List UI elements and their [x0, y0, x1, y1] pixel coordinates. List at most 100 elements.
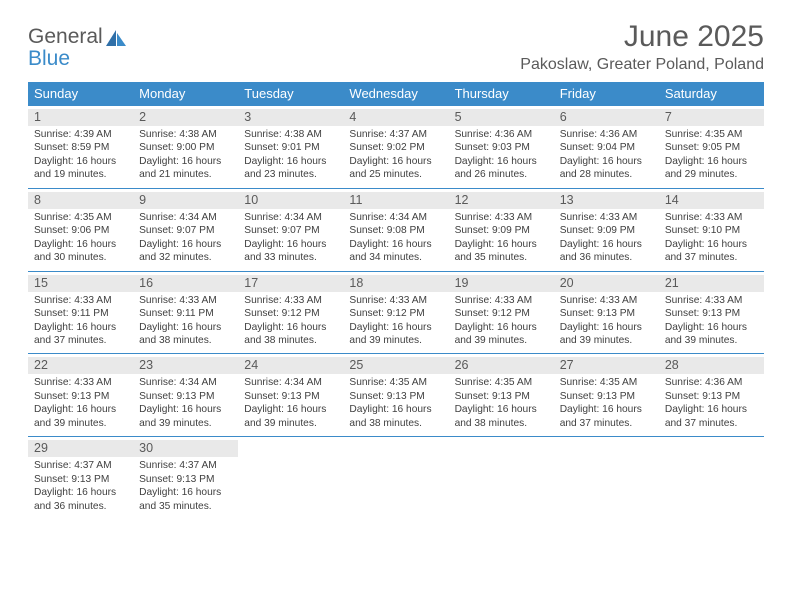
logo: General Blue	[28, 20, 127, 70]
day-number: 21	[659, 275, 764, 292]
title-block: June 2025 Pakoslaw, Greater Poland, Pola…	[520, 20, 764, 74]
day-number: 16	[133, 275, 238, 292]
day-number: 25	[343, 357, 448, 374]
day-info: Sunrise: 4:33 AMSunset: 9:12 PMDaylight:…	[349, 294, 442, 348]
day-info: Sunrise: 4:38 AMSunset: 9:01 PMDaylight:…	[244, 128, 337, 182]
week-row: 29 Sunrise: 4:37 AMSunset: 9:13 PMDayligh…	[28, 437, 764, 519]
weekday-header: Thursday	[449, 82, 554, 106]
day-cell: 10 Sunrise: 4:34 AMSunset: 9:07 PMDayligh…	[238, 189, 343, 271]
calendar-page: General Blue June 2025 Pakoslaw, Greater…	[0, 0, 792, 519]
day-info: Sunrise: 4:33 AMSunset: 9:13 PMDaylight:…	[560, 294, 653, 348]
day-info: Sunrise: 4:34 AMSunset: 9:13 PMDaylight:…	[139, 376, 232, 430]
day-cell: 6Sunrise: 4:36 AMSunset: 9:04 PMDaylight…	[554, 106, 659, 188]
empty-cell	[238, 437, 343, 519]
day-cell: 22Sunrise: 4:33 AMSunset: 9:13 PMDayligh…	[28, 354, 133, 436]
day-cell: 19Sunrise: 4:33 AMSunset: 9:12 PMDayligh…	[449, 272, 554, 354]
day-info: Sunrise: 4:33 AMSunset: 9:13 PMDaylight:…	[665, 294, 758, 348]
logo-word-1: General	[28, 25, 103, 48]
day-info: Sunrise: 4:33 AMSunset: 9:12 PMDaylight:…	[244, 294, 337, 348]
location-label: Pakoslaw, Greater Poland, Poland	[520, 56, 764, 74]
day-info: Sunrise: 4:35 AMSunset: 9:05 PMDaylight:…	[665, 128, 758, 182]
day-cell: 28 Sunrise: 4:36 AMSunset: 9:13 PMDayligh…	[659, 354, 764, 436]
day-cell: 23 Sunrise: 4:34 AMSunset: 9:13 PMDayligh…	[133, 354, 238, 436]
day-number: 20	[554, 275, 659, 292]
day-number: 9	[133, 192, 238, 209]
day-cell: 21 Sunrise: 4:33 AMSunset: 9:13 PMDayligh…	[659, 272, 764, 354]
day-info: Sunrise: 4:35 AMSunset: 9:13 PMDaylight:…	[560, 376, 653, 430]
day-info: Sunrise: 4:35 AMSunset: 9:13 PMDaylight:…	[455, 376, 548, 430]
day-cell: 5 Sunrise: 4:36 AMSunset: 9:03 PMDaylight…	[449, 106, 554, 188]
day-cell: 20 Sunrise: 4:33 AMSunset: 9:13 PMDayligh…	[554, 272, 659, 354]
day-cell: 27 Sunrise: 4:35 AMSunset: 9:13 PMDayligh…	[554, 354, 659, 436]
day-info: Sunrise: 4:37 AMSunset: 9:13 PMDaylight:…	[139, 459, 232, 513]
header: General Blue June 2025 Pakoslaw, Greater…	[28, 20, 764, 74]
day-cell: 11 Sunrise: 4:34 AMSunset: 9:08 PMDayligh…	[343, 189, 448, 271]
sail-icon	[105, 29, 127, 52]
day-cell: 16 Sunrise: 4:33 AMSunset: 9:11 PMDayligh…	[133, 272, 238, 354]
day-number: 5	[449, 109, 554, 126]
day-number: 30	[133, 440, 238, 457]
week-row: 15Sunrise: 4:33 AMSunset: 9:11 PMDayligh…	[28, 272, 764, 355]
day-number: 3	[238, 109, 343, 126]
day-cell: 1 Sunrise: 4:39 AMSunset: 8:59 PMDaylight…	[28, 106, 133, 188]
day-number: 18	[343, 275, 448, 292]
weekday-header: Sunday	[28, 82, 133, 106]
day-number: 11	[343, 192, 448, 209]
day-info: Sunrise: 4:39 AMSunset: 8:59 PMDaylight:…	[34, 128, 127, 182]
day-info: Sunrise: 4:36 AMSunset: 9:04 PMDaylight:…	[560, 128, 653, 182]
day-cell: 15Sunrise: 4:33 AMSunset: 9:11 PMDayligh…	[28, 272, 133, 354]
day-info: Sunrise: 4:33 AMSunset: 9:10 PMDaylight:…	[665, 211, 758, 265]
weeks-container: 1 Sunrise: 4:39 AMSunset: 8:59 PMDaylight…	[28, 106, 764, 519]
weekday-header: Tuesday	[238, 82, 343, 106]
day-number: 29	[28, 440, 133, 457]
day-number: 19	[449, 275, 554, 292]
day-number: 1	[28, 109, 133, 126]
day-cell: 13Sunrise: 4:33 AMSunset: 9:09 PMDayligh…	[554, 189, 659, 271]
day-number: 10	[238, 192, 343, 209]
weekday-header: Monday	[133, 82, 238, 106]
day-info: Sunrise: 4:37 AMSunset: 9:02 PMDaylight:…	[349, 128, 442, 182]
week-row: 8 Sunrise: 4:35 AMSunset: 9:06 PMDaylight…	[28, 189, 764, 272]
day-number: 7	[659, 109, 764, 126]
day-number: 28	[659, 357, 764, 374]
day-info: Sunrise: 4:33 AMSunset: 9:09 PMDaylight:…	[455, 211, 548, 265]
day-info: Sunrise: 4:34 AMSunset: 9:13 PMDaylight:…	[244, 376, 337, 430]
day-cell: 29 Sunrise: 4:37 AMSunset: 9:13 PMDayligh…	[28, 437, 133, 519]
day-number: 8	[28, 192, 133, 209]
day-info: Sunrise: 4:34 AMSunset: 9:08 PMDaylight:…	[349, 211, 442, 265]
day-info: Sunrise: 4:37 AMSunset: 9:13 PMDaylight:…	[34, 459, 127, 513]
day-cell: 12 Sunrise: 4:33 AMSunset: 9:09 PMDayligh…	[449, 189, 554, 271]
day-info: Sunrise: 4:33 AMSunset: 9:11 PMDaylight:…	[34, 294, 127, 348]
day-cell: 14 Sunrise: 4:33 AMSunset: 9:10 PMDayligh…	[659, 189, 764, 271]
day-cell: 2 Sunrise: 4:38 AMSunset: 9:00 PMDaylight…	[133, 106, 238, 188]
day-cell: 30 Sunrise: 4:37 AMSunset: 9:13 PMDayligh…	[133, 437, 238, 519]
day-info: Sunrise: 4:33 AMSunset: 9:11 PMDaylight:…	[139, 294, 232, 348]
day-info: Sunrise: 4:35 AMSunset: 9:06 PMDaylight:…	[34, 211, 127, 265]
day-cell: 18 Sunrise: 4:33 AMSunset: 9:12 PMDayligh…	[343, 272, 448, 354]
day-cell: 4 Sunrise: 4:37 AMSunset: 9:02 PMDaylight…	[343, 106, 448, 188]
day-number: 12	[449, 192, 554, 209]
day-number: 26	[449, 357, 554, 374]
weekday-header: Friday	[554, 82, 659, 106]
day-number: 24	[238, 357, 343, 374]
day-number: 2	[133, 109, 238, 126]
day-cell: 24 Sunrise: 4:34 AMSunset: 9:13 PMDayligh…	[238, 354, 343, 436]
day-info: Sunrise: 4:36 AMSunset: 9:13 PMDaylight:…	[665, 376, 758, 430]
day-info: Sunrise: 4:36 AMSunset: 9:03 PMDaylight:…	[455, 128, 548, 182]
week-row: 1 Sunrise: 4:39 AMSunset: 8:59 PMDaylight…	[28, 106, 764, 189]
day-cell: 26 Sunrise: 4:35 AMSunset: 9:13 PMDayligh…	[449, 354, 554, 436]
week-row: 22Sunrise: 4:33 AMSunset: 9:13 PMDayligh…	[28, 354, 764, 437]
empty-cell	[659, 437, 764, 519]
logo-text: General Blue	[28, 26, 103, 70]
empty-cell	[554, 437, 659, 519]
day-number: 27	[554, 357, 659, 374]
day-number: 4	[343, 109, 448, 126]
day-cell: 25 Sunrise: 4:35 AMSunset: 9:13 PMDayligh…	[343, 354, 448, 436]
weekday-header: Wednesday	[343, 82, 448, 106]
day-number: 23	[133, 357, 238, 374]
day-info: Sunrise: 4:34 AMSunset: 9:07 PMDaylight:…	[244, 211, 337, 265]
day-cell: 7 Sunrise: 4:35 AMSunset: 9:05 PMDaylight…	[659, 106, 764, 188]
day-info: Sunrise: 4:35 AMSunset: 9:13 PMDaylight:…	[349, 376, 442, 430]
day-info: Sunrise: 4:38 AMSunset: 9:00 PMDaylight:…	[139, 128, 232, 182]
day-number: 14	[659, 192, 764, 209]
